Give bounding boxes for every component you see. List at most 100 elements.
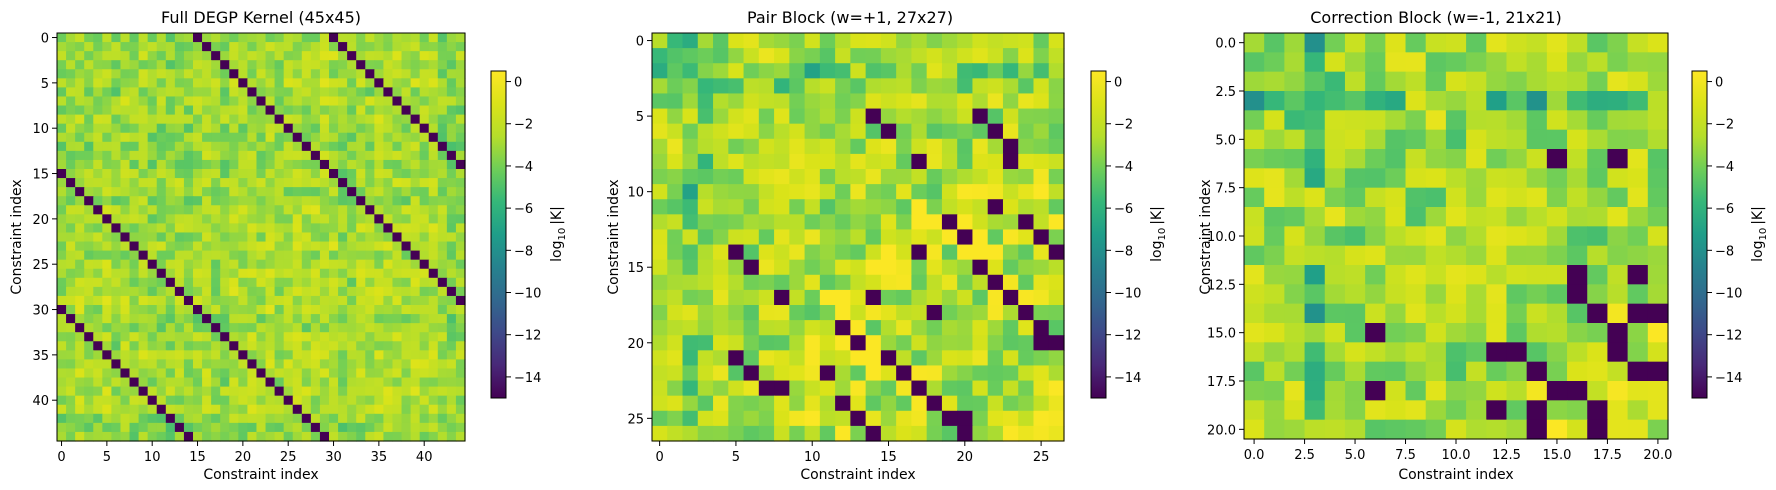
heatmap-cell <box>1018 138 1035 155</box>
heatmap-cell <box>896 184 913 200</box>
heatmap-cell <box>728 410 745 427</box>
heatmap-cell <box>383 178 394 188</box>
heatmap-cell <box>682 199 699 215</box>
heatmap-cell <box>111 232 122 243</box>
heatmap-cell <box>319 286 330 297</box>
heatmap-cell <box>789 153 806 170</box>
heatmap-cell <box>256 259 267 270</box>
heatmap-cell <box>667 289 684 306</box>
heatmap-cell <box>356 350 366 360</box>
heatmap-cell <box>329 295 339 306</box>
heatmap-cell <box>365 359 375 370</box>
heatmap-cell <box>165 295 176 306</box>
heatmap-cell <box>1048 123 1065 140</box>
heatmap-cell <box>896 274 913 291</box>
heatmap-cell <box>392 305 403 315</box>
heatmap-cell <box>265 123 276 134</box>
heatmap-cell <box>283 277 294 288</box>
heatmap-cell <box>138 377 149 388</box>
heatmap-cell <box>911 138 928 155</box>
heatmap-cell <box>238 60 248 70</box>
heatmap-cell <box>193 232 203 243</box>
heatmap-cell <box>428 123 439 134</box>
heatmap-cell <box>743 410 760 427</box>
heatmap-cell <box>338 114 348 125</box>
heatmap-cell <box>292 178 303 188</box>
heatmap-cell <box>446 295 457 306</box>
heatmap-cell <box>66 214 76 224</box>
x-tick-label: 5 <box>103 450 111 465</box>
colorbar-tick-label: −6 <box>514 202 533 217</box>
heatmap-cell <box>138 250 149 261</box>
heatmap-cell <box>428 314 439 324</box>
heatmap-cell <box>419 305 430 315</box>
heatmap-cell <box>374 368 384 379</box>
heatmap-cell <box>1002 350 1019 367</box>
heatmap-cell <box>819 214 836 231</box>
heatmap-cell <box>147 259 158 270</box>
heatmap-cell <box>174 78 185 88</box>
heatmap-cell <box>697 169 714 185</box>
heatmap-cell <box>329 205 339 215</box>
heatmap-cell <box>165 141 176 152</box>
heatmap-cell <box>111 413 122 424</box>
heatmap-cell <box>202 431 212 442</box>
heatmap-cell <box>165 132 176 143</box>
heatmap-cell <box>957 335 974 351</box>
heatmap-cell <box>338 422 348 433</box>
heatmap-cell <box>220 277 230 288</box>
heatmap-cell <box>972 214 989 231</box>
heatmap-cell <box>972 350 989 367</box>
heatmap-cell <box>1607 149 1629 169</box>
heatmap-cell <box>247 377 258 388</box>
heatmap-cell <box>301 42 312 52</box>
heatmap-cell <box>310 268 321 279</box>
heatmap-cell <box>301 132 312 143</box>
heatmap-cell <box>338 187 348 197</box>
colorbar-gradient <box>490 70 507 399</box>
heatmap-cell <box>682 244 699 261</box>
heatmap-cell <box>728 335 745 351</box>
heatmap-cell <box>193 141 203 152</box>
heatmap-cell <box>111 323 122 333</box>
heatmap-cell <box>419 60 430 70</box>
heatmap-cell <box>84 223 94 234</box>
heatmap-cell <box>138 51 149 61</box>
heatmap-cell <box>987 214 1004 231</box>
heatmap-cell <box>1304 284 1326 305</box>
heatmap-cell <box>211 123 221 134</box>
heatmap-cell <box>292 332 303 342</box>
heatmap-cell <box>247 87 258 98</box>
heatmap-cell <box>392 123 403 134</box>
heatmap-cell <box>437 178 448 188</box>
heatmap-cell <box>292 196 303 206</box>
heatmap-cell <box>84 314 94 324</box>
heatmap-cell <box>1324 303 1346 324</box>
heatmap-cell <box>220 223 230 234</box>
heatmap-cell <box>301 33 312 43</box>
heatmap-cell <box>1048 380 1065 397</box>
heatmap-cell <box>238 323 248 333</box>
heatmap-cell <box>1002 289 1019 306</box>
heatmap-cell <box>183 42 194 52</box>
heatmap-cell <box>102 259 112 270</box>
heatmap-cell <box>410 205 421 215</box>
heatmap-cell <box>57 51 67 61</box>
heatmap-cell <box>147 132 158 143</box>
heatmap-cell <box>957 199 974 215</box>
heatmap-cell <box>374 422 384 433</box>
heatmap-cell <box>111 341 122 351</box>
heatmap-cell <box>57 395 67 406</box>
heatmap-cell <box>758 184 775 200</box>
heatmap-cell <box>1466 149 1487 169</box>
heatmap-cell <box>401 341 412 351</box>
heatmap-cell <box>247 305 258 315</box>
heatmap-cell <box>1486 361 1508 382</box>
heatmap-cell <box>220 413 230 424</box>
heatmap-cell <box>728 274 745 291</box>
heatmap-cell <box>682 169 699 185</box>
heatmap-cell <box>156 431 167 442</box>
heatmap-cell <box>743 350 760 367</box>
heatmap-cell <box>911 78 928 95</box>
